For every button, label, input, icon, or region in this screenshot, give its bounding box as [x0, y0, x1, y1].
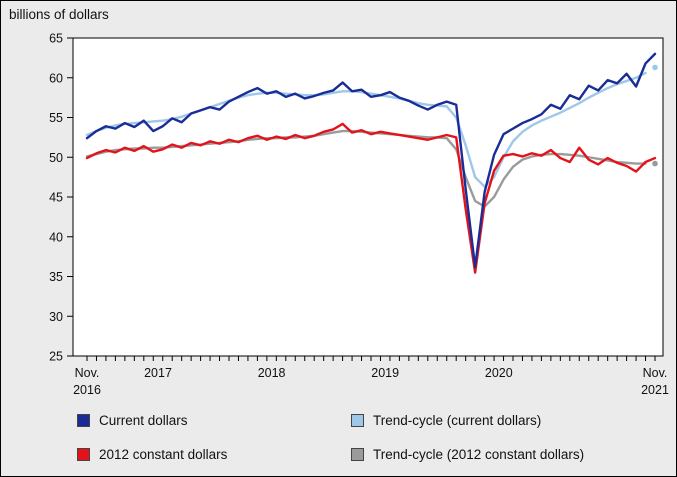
svg-text:2020: 2020: [485, 366, 513, 380]
svg-text:40: 40: [49, 230, 63, 244]
legend-swatch-trend-current-dollars-icon: [351, 414, 364, 427]
svg-text:Nov.: Nov.: [75, 366, 100, 380]
svg-text:60: 60: [49, 71, 63, 85]
svg-text:2021: 2021: [641, 383, 669, 397]
legend: Current dollars Trend-cycle (current dol…: [77, 413, 584, 462]
svg-text:55: 55: [49, 111, 63, 125]
legend-label-constant-dollars: 2012 constant dollars: [99, 447, 228, 462]
legend-swatch-constant-dollars-icon: [77, 448, 90, 461]
svg-text:30: 30: [49, 310, 63, 324]
legend-item-trend-constant-dollars: Trend-cycle (2012 constant dollars): [351, 447, 584, 462]
legend-label-trend-constant-dollars: Trend-cycle (2012 constant dollars): [373, 447, 585, 462]
legend-item-current-dollars: Current dollars: [77, 413, 343, 428]
svg-text:50: 50: [49, 151, 63, 165]
svg-text:25: 25: [49, 350, 63, 364]
legend-item-constant-dollars: 2012 constant dollars: [77, 447, 343, 462]
svg-text:45: 45: [49, 191, 63, 205]
svg-text:2019: 2019: [371, 366, 399, 380]
legend-item-trend-current-dollars: Trend-cycle (current dollars): [351, 413, 584, 428]
legend-label-current-dollars: Current dollars: [99, 413, 188, 428]
legend-swatch-current-dollars-icon: [77, 414, 90, 427]
svg-text:65: 65: [49, 32, 63, 46]
svg-text:Nov.: Nov.: [643, 366, 668, 380]
svg-text:35: 35: [49, 270, 63, 284]
svg-text:2017: 2017: [144, 366, 172, 380]
svg-text:2018: 2018: [258, 366, 286, 380]
y-axis-title: billions of dollars: [9, 7, 109, 22]
svg-text:2016: 2016: [73, 383, 101, 397]
legend-swatch-trend-constant-dollars-icon: [351, 448, 364, 461]
legend-label-trend-current-dollars: Trend-cycle (current dollars): [373, 413, 542, 428]
line-chart: 25 30 35 40 45 50 55 60 65 Nov. 2016 2017 2018 2019 20…: [49, 32, 669, 398]
